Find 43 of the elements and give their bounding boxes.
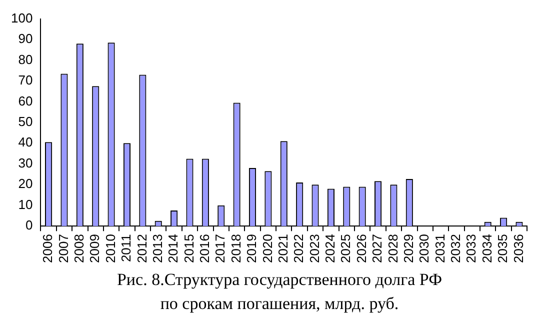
x-tick-label: 2032 <box>448 234 464 263</box>
x-tick-label: 2029 <box>400 234 416 263</box>
x-tick-label: 2015 <box>181 234 196 263</box>
x-tick-label: 2034 <box>479 234 494 263</box>
x-tick-label: 2022 <box>291 234 306 263</box>
y-tick-label: 70 <box>18 72 33 88</box>
y-tick-label: 0 <box>25 218 33 233</box>
x-tick-label: 2012 <box>134 234 150 263</box>
x-tick-label: 2019 <box>244 234 260 263</box>
y-tick-label: 50 <box>18 114 33 130</box>
x-tick-label: 2035 <box>495 234 510 263</box>
x-tick-label: 2033 <box>464 234 479 263</box>
x-tick-label: 2028 <box>385 234 400 263</box>
y-tick-label: 90 <box>18 31 33 46</box>
x-tick-label: 2009 <box>87 234 102 263</box>
y-tick-label: 80 <box>18 52 33 67</box>
x-tick-label: 2021 <box>275 234 290 263</box>
x-tick-label: 2016 <box>197 234 212 263</box>
x-tick-label: 2036 <box>510 234 526 263</box>
x-tick-label: 2025 <box>338 234 354 263</box>
x-tick-label: 2011 <box>118 234 134 262</box>
x-tick-label: 2007 <box>56 234 71 263</box>
x-tick-label: 2026 <box>354 234 369 263</box>
x-tick-label: 2030 <box>416 234 432 263</box>
y-tick-label: 60 <box>18 93 33 108</box>
x-tick-label: 2013 <box>150 234 165 263</box>
x-tick-label: 2020 <box>260 234 275 263</box>
x-tick-label: 2023 <box>306 234 322 263</box>
y-tick-label: 100 <box>10 10 33 26</box>
x-tick-label: 2014 <box>166 234 181 263</box>
x-tick-label: 2017 <box>212 234 228 263</box>
x-tick-label: 2024 <box>322 234 338 263</box>
x-tick-label: 2006 <box>40 234 56 263</box>
y-tick-label: 30 <box>18 155 33 170</box>
text: Рис. 8.Структура государственного долга РФ по срокам погашения, млрд. руб. <box>116 269 444 315</box>
y-tick-label: 20 <box>18 176 33 192</box>
x-tick-label: 2018 <box>228 234 244 263</box>
x-tick-label: 2031 <box>432 234 448 263</box>
y-tick-label: 10 <box>18 196 33 212</box>
x-tick-label: 2010 <box>102 234 118 263</box>
y-tick-label: 40 <box>18 134 33 150</box>
x-tick-label: 2008 <box>71 234 86 263</box>
x-tick-label: 2027 <box>370 234 385 263</box>
